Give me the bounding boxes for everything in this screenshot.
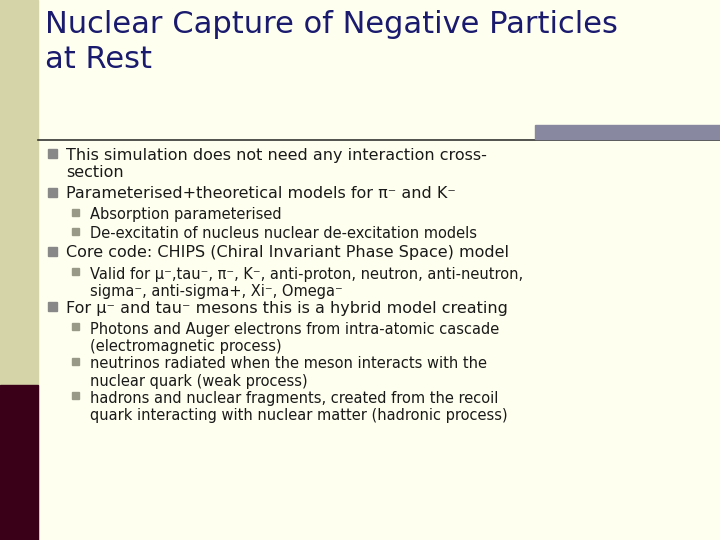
Bar (535, 125, 720, 139)
Bar (48, 302, 57, 311)
Text: Valid for μ⁻,tau⁻, π⁻, K⁻, anti-proton, neutron, anti-neutron,
sigma⁻, anti-sigm: Valid for μ⁻,tau⁻, π⁻, K⁻, anti-proton, … (90, 267, 523, 299)
Bar (72, 323, 79, 330)
Text: Core code: CHIPS (Chiral Invariant Phase Space) model: Core code: CHIPS (Chiral Invariant Phase… (66, 246, 509, 260)
Text: Parameterised+theoretical models for π⁻ and K⁻: Parameterised+theoretical models for π⁻ … (66, 186, 456, 201)
Text: Photons and Auger electrons from intra-atomic cascade
(electromagnetic process): Photons and Auger electrons from intra-a… (90, 322, 499, 354)
Bar (48, 149, 57, 158)
Bar (0, 0, 38, 540)
Bar (72, 392, 79, 399)
Bar (72, 357, 79, 364)
Bar (48, 187, 57, 197)
Text: neutrinos radiated when the meson interacts with the
nuclear quark (weak process: neutrinos radiated when the meson intera… (90, 356, 487, 389)
Bar (72, 208, 79, 215)
Bar (0, 385, 38, 540)
Text: This simulation does not need any interaction cross-
section: This simulation does not need any intera… (66, 148, 487, 180)
Bar (72, 227, 79, 234)
Text: hadrons and nuclear fragments, created from the recoil
quark interacting with nu: hadrons and nuclear fragments, created f… (90, 391, 508, 423)
Text: For μ⁻ and tau⁻ mesons this is a hybrid model creating: For μ⁻ and tau⁻ mesons this is a hybrid … (66, 301, 508, 316)
Text: De-excitatin of nucleus nuclear de-excitation models: De-excitatin of nucleus nuclear de-excit… (90, 226, 477, 241)
Bar (48, 246, 57, 255)
Text: Nuclear Capture of Negative Particles
at Rest: Nuclear Capture of Negative Particles at… (45, 10, 618, 74)
Bar (72, 267, 79, 274)
Text: Absorption parameterised: Absorption parameterised (90, 207, 282, 222)
